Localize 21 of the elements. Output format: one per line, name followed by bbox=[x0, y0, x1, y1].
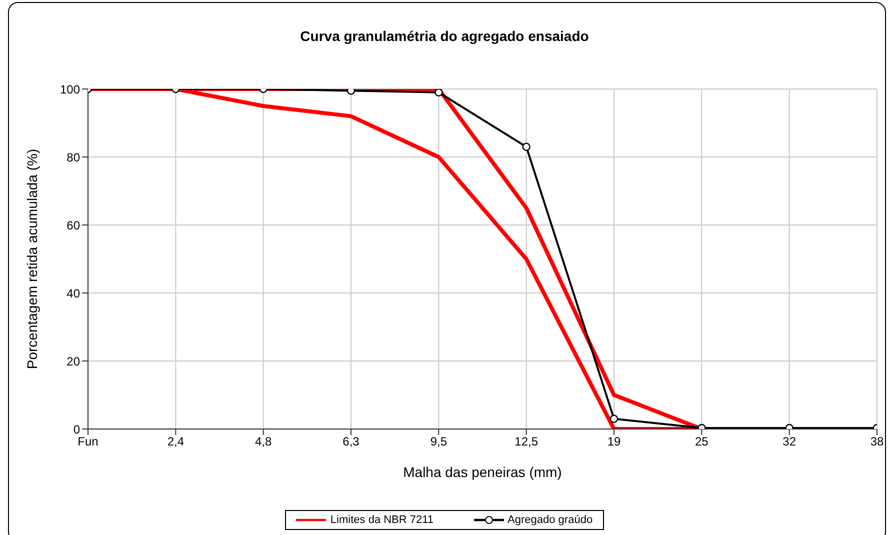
x-tick-label: Fun bbox=[78, 434, 98, 449]
x-tick-label: 19 bbox=[607, 434, 621, 449]
legend-label: Limites da NBR 7211 bbox=[330, 514, 434, 526]
x-axis-title: Malha das peneiras (mm) bbox=[403, 464, 562, 480]
y-tick-label: 0 bbox=[73, 422, 80, 436]
legend-label: Agregado graúdo bbox=[508, 514, 593, 526]
y-tick-label: 60 bbox=[66, 218, 80, 232]
y-tick-label: 80 bbox=[66, 150, 80, 164]
y-tick-label: 100 bbox=[60, 82, 80, 96]
x-tick-label: 2,4 bbox=[167, 434, 184, 449]
y-tick-label: 20 bbox=[66, 354, 80, 368]
chart-title: Curva granulamétria do agregado ensaiado bbox=[299, 28, 590, 44]
x-tick-label: 9,5 bbox=[430, 434, 448, 449]
x-tick-label: 32 bbox=[782, 434, 796, 449]
x-tick-label: 38 bbox=[870, 434, 884, 449]
x-tick-label: 25 bbox=[694, 434, 709, 449]
x-tick-label: 12,5 bbox=[514, 434, 538, 449]
y-axis-title: Porcentagem retida acumulada (%) bbox=[24, 148, 40, 370]
y-tick-label: 40 bbox=[66, 286, 80, 300]
x-tick-label: 6,3 bbox=[342, 434, 360, 449]
x-tick-label: 4,8 bbox=[254, 434, 272, 449]
